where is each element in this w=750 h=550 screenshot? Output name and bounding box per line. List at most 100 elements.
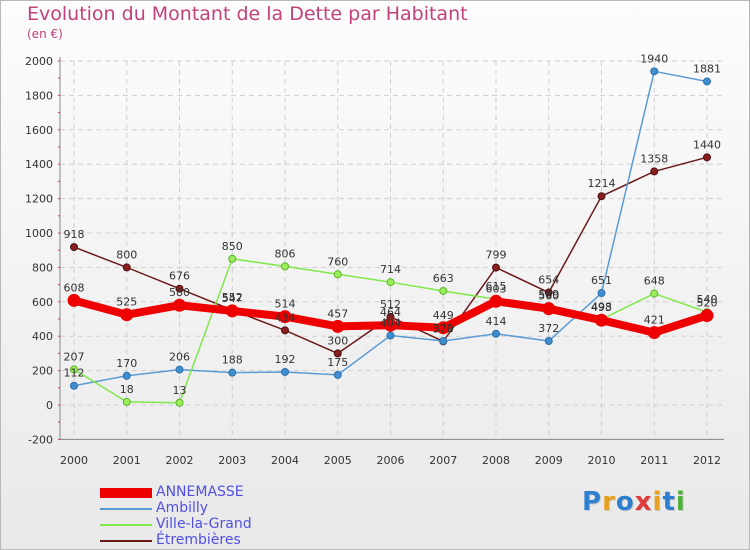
x-tick-label: 2001: [113, 454, 141, 467]
data-label: 651: [591, 274, 612, 287]
data-label: 421: [644, 314, 665, 327]
data-label: 569: [538, 288, 559, 301]
data-label: 449: [433, 309, 454, 322]
x-tick-label: 2012: [693, 454, 721, 467]
data-point: [333, 270, 342, 279]
data-label: 806: [275, 247, 296, 260]
data-label: 434: [275, 311, 296, 324]
data-point: [281, 262, 289, 271]
data-label: 493: [591, 301, 612, 314]
data-point: [544, 288, 553, 297]
data-point: [492, 263, 500, 272]
x-tick-label: 2003: [218, 454, 246, 467]
data-point: [386, 278, 395, 287]
data-point: [70, 381, 78, 390]
data-point: [650, 67, 659, 76]
data-point: [700, 309, 714, 323]
x-tick-label: 2011: [640, 454, 668, 467]
data-point: [278, 310, 292, 324]
data-label: 615: [486, 280, 507, 293]
x-tick-label: 2006: [377, 454, 405, 467]
data-point: [122, 397, 131, 406]
chart-title: Evolution du Montant de la Dette par Hab…: [27, 3, 468, 25]
data-label: 760: [327, 255, 348, 268]
data-point: [333, 349, 342, 358]
data-label: 547: [222, 292, 243, 305]
data-label: 13: [173, 384, 187, 397]
legend-swatch: [100, 540, 152, 542]
data-point: [439, 337, 448, 346]
data-point: [225, 304, 239, 318]
legend-label: ANNEMASSE: [156, 484, 244, 500]
data-label: 580: [169, 286, 190, 299]
data-point: [436, 321, 450, 335]
data-point: [492, 329, 500, 338]
data-label: 1214: [588, 177, 616, 190]
data-point: [228, 368, 237, 377]
data-label: 457: [327, 307, 348, 320]
data-label: 1440: [693, 138, 721, 151]
data-point: [281, 326, 289, 335]
data-point: [70, 365, 78, 374]
data-label: 1881: [693, 62, 721, 75]
data-point: [595, 313, 608, 327]
data-point: [703, 77, 711, 86]
data-label: 370: [433, 322, 454, 335]
legend-swatch: [100, 508, 152, 510]
data-point: [650, 289, 659, 298]
x-tick-label: 2010: [588, 454, 616, 467]
data-label: 552: [222, 291, 243, 304]
data-label: 676: [169, 270, 190, 283]
data-label: 608: [64, 281, 85, 294]
data-point: [647, 326, 661, 340]
data-point: [70, 243, 78, 252]
data-point: [597, 289, 606, 298]
chart-unit-label: (en €): [27, 27, 63, 41]
y-tick-label: 400: [32, 330, 53, 343]
y-tick-label: 1000: [25, 227, 53, 240]
legend-label: Étrembières: [156, 532, 241, 548]
data-label: 654: [538, 274, 559, 287]
data-label: 112: [64, 367, 85, 380]
data-point: [175, 365, 184, 374]
x-tick-label: 2004: [271, 454, 299, 467]
data-point: [281, 367, 289, 376]
data-point: [489, 294, 503, 308]
data-label: 207: [64, 350, 85, 363]
data-label: 372: [538, 322, 559, 335]
data-label: 192: [275, 353, 296, 366]
legend-swatch: [100, 488, 152, 498]
data-label: 525: [116, 296, 137, 309]
data-label: 540: [697, 293, 718, 306]
y-tick-label: 0: [46, 399, 53, 412]
data-label: 514: [275, 298, 296, 311]
data-point: [175, 284, 184, 293]
data-label: 560: [538, 290, 559, 303]
data-point: [173, 298, 186, 312]
data-label: 170: [116, 357, 137, 370]
data-point: [650, 167, 659, 176]
y-tick-label: 1400: [25, 158, 53, 171]
x-tick-label: 2008: [482, 454, 510, 467]
data-label: 648: [644, 275, 665, 288]
data-point: [703, 153, 711, 162]
data-label: 18: [120, 383, 134, 396]
data-point: [67, 293, 81, 307]
x-tick-label: 2005: [324, 454, 352, 467]
data-label: 300: [327, 334, 348, 347]
y-tick-label: 1200: [25, 193, 53, 206]
data-point: [122, 371, 131, 380]
data-point: [333, 370, 342, 379]
legend-label: Ambilly: [156, 500, 209, 516]
legend-label: Ville-la-Grand: [156, 516, 252, 532]
y-tick-label: 800: [32, 261, 53, 274]
data-label: 520: [697, 297, 718, 310]
data-label: 663: [433, 272, 454, 285]
data-label: 372: [433, 322, 454, 335]
y-tick-label: 200: [32, 365, 53, 378]
x-tick-label: 2002: [166, 454, 194, 467]
data-point: [439, 286, 448, 295]
data-point: [122, 263, 131, 272]
x-tick-label: 2007: [429, 454, 457, 467]
